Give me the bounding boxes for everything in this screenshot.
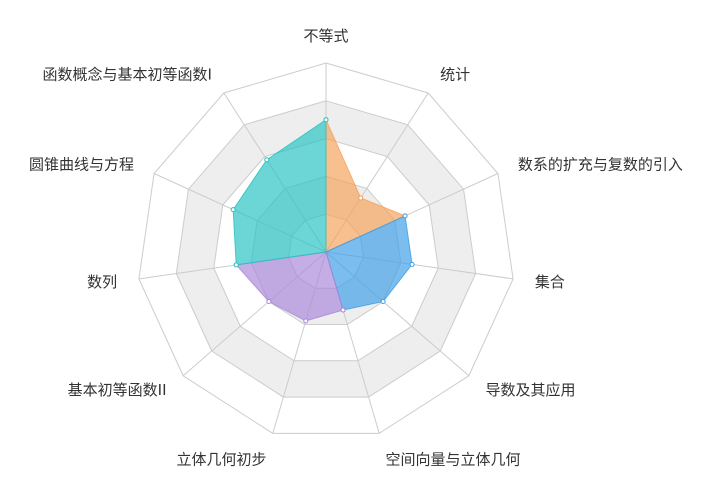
radar-axis-label-0: 不等式	[303, 27, 348, 45]
radar-axis-label-7: 基本初等函数II	[68, 381, 167, 399]
radar-axis-label-4: 导数及其应用	[485, 381, 575, 399]
radar-sector-area-3	[232, 119, 327, 266]
radar-point-2-1[interactable]	[303, 318, 309, 324]
radar-series	[230, 117, 415, 324]
radar-split-line-5	[138, 62, 514, 434]
radar-axis-label-1: 统计	[440, 66, 470, 84]
radar-point-3-0[interactable]	[233, 262, 239, 268]
radar-axis-label-8: 数列	[87, 273, 117, 291]
radar-axis-label-5: 空间向量与立体几何	[385, 450, 520, 468]
radar-axis-label-3: 集合	[535, 273, 565, 291]
radar-point-1-0[interactable]	[402, 213, 408, 219]
radar-point-3-2[interactable]	[264, 157, 270, 163]
radar-axis-label-2: 数系的扩充与复数的引入	[518, 155, 683, 173]
radar-point-3-1[interactable]	[230, 207, 236, 213]
radar-axis-label-10: 函数概念与基本初等函数I	[42, 66, 211, 84]
radar-point-3-3[interactable]	[323, 117, 329, 123]
radar-sector-3	[230, 117, 329, 268]
radar-point-0-1[interactable]	[358, 195, 364, 201]
radar-point-2-0[interactable]	[340, 307, 346, 313]
radar-point-1-2[interactable]	[380, 299, 386, 305]
radar-axis-label-6: 立体几何初步	[177, 450, 267, 468]
radar-axis-label-9: 圆锥曲线与方程	[29, 155, 134, 173]
radar-point-1-1[interactable]	[409, 261, 415, 267]
radar-point-2-2[interactable]	[266, 299, 272, 305]
radar-split-line-3	[213, 138, 439, 362]
radar-split-line-4	[175, 100, 477, 398]
